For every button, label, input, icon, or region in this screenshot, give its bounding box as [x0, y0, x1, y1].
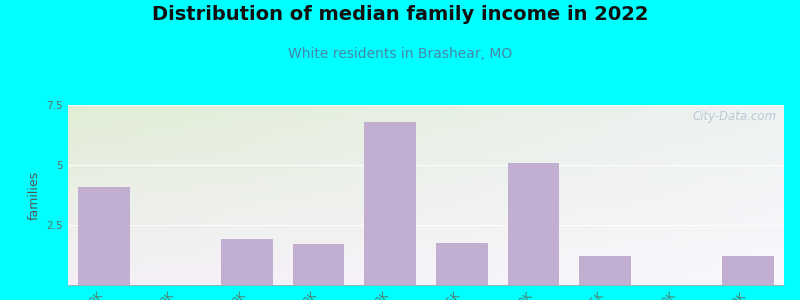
Bar: [78, 187, 130, 285]
Bar: [508, 163, 559, 285]
Bar: [365, 122, 416, 285]
Bar: [436, 243, 487, 285]
Y-axis label: families: families: [28, 170, 41, 220]
Bar: [722, 256, 774, 285]
Text: Distribution of median family income in 2022: Distribution of median family income in …: [152, 4, 648, 23]
Bar: [293, 244, 344, 285]
Text: White residents in Brashear, MO: White residents in Brashear, MO: [288, 46, 512, 61]
Text: City-Data.com: City-Data.com: [693, 110, 777, 123]
Bar: [579, 256, 630, 285]
Bar: [222, 239, 273, 285]
